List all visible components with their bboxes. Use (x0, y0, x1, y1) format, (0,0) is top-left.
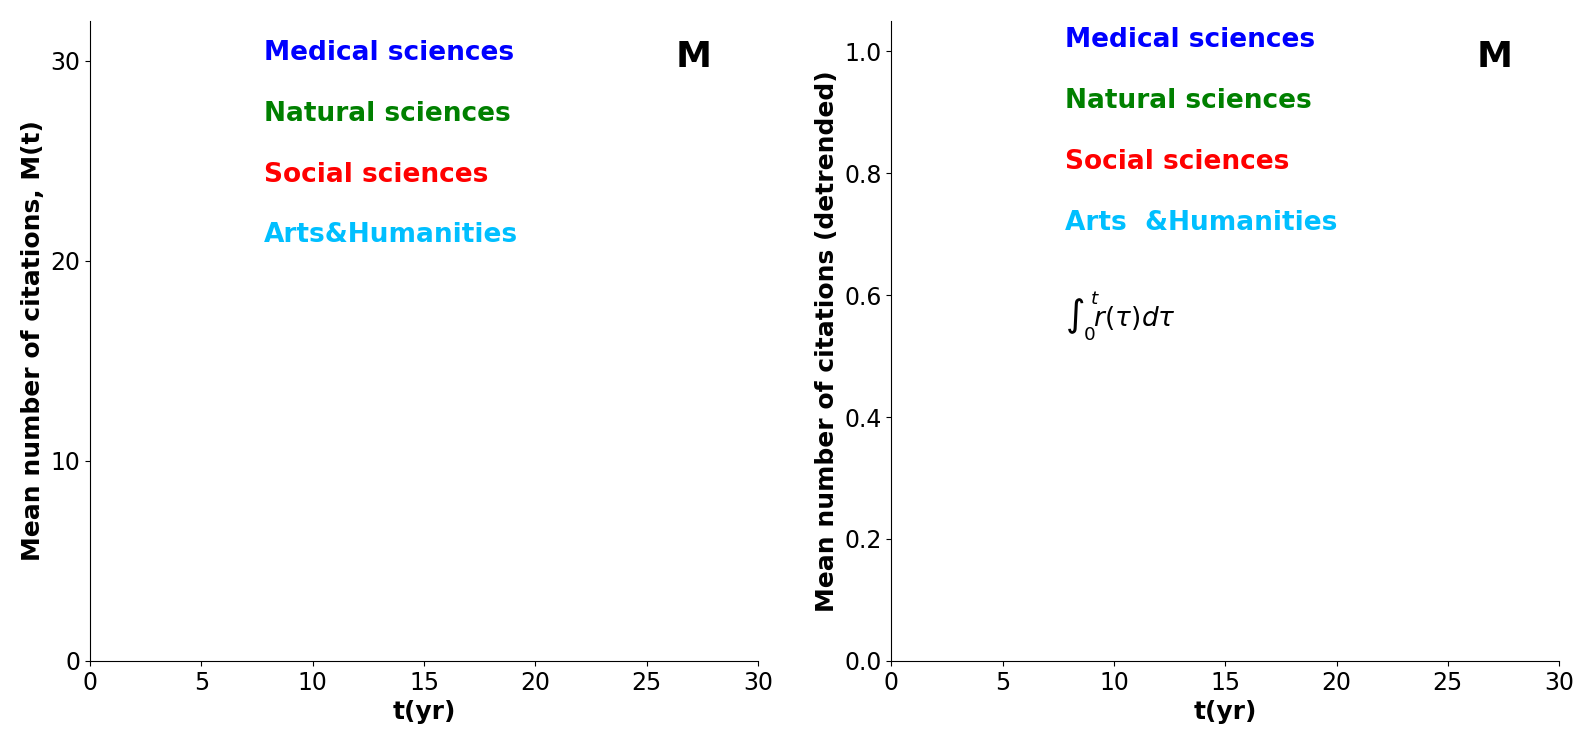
Text: $\int_0^{\,t}\! r(\tau)d\tau$: $\int_0^{\,t}\! r(\tau)d\tau$ (1065, 290, 1176, 343)
Text: Medical sciences: Medical sciences (1065, 28, 1316, 53)
Text: M: M (675, 40, 711, 74)
Text: Social sciences: Social sciences (1065, 149, 1289, 175)
Text: M: M (1477, 40, 1512, 74)
Text: Natural sciences: Natural sciences (263, 101, 510, 127)
Text: Arts  &Humanities: Arts &Humanities (1065, 209, 1337, 235)
Text: Arts&Humanities: Arts&Humanities (263, 223, 518, 248)
Y-axis label: Mean number of citations, M(t): Mean number of citations, M(t) (21, 121, 45, 561)
X-axis label: t(yr): t(yr) (392, 700, 456, 724)
X-axis label: t(yr): t(yr) (1193, 700, 1257, 724)
Text: Natural sciences: Natural sciences (1065, 88, 1311, 114)
Text: Medical sciences: Medical sciences (263, 40, 514, 66)
Y-axis label: Mean number of citations (detrended): Mean number of citations (detrended) (815, 70, 839, 612)
Text: Social sciences: Social sciences (263, 162, 488, 188)
